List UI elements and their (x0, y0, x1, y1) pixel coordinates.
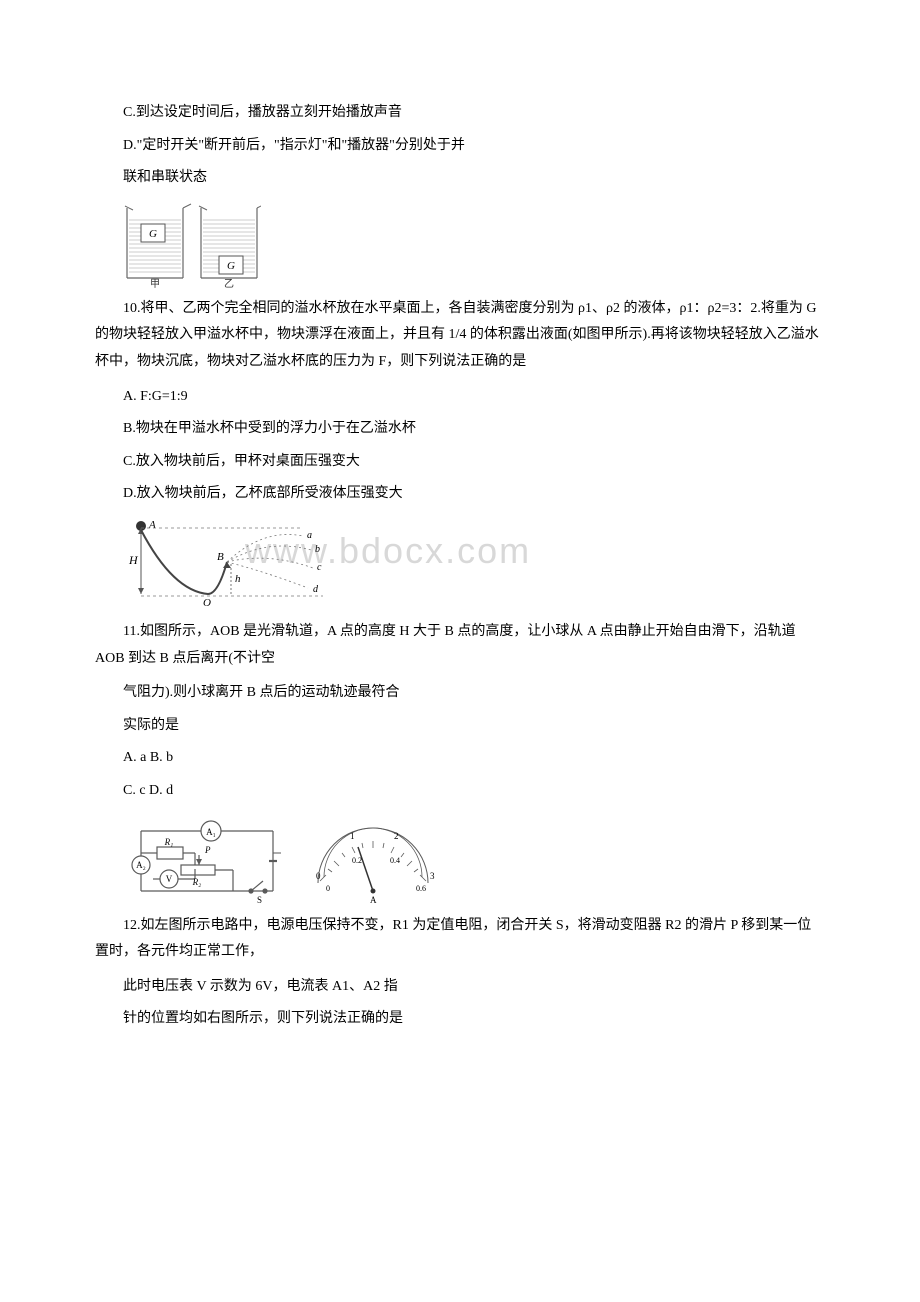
svg-text:乙: 乙 (224, 278, 234, 288)
svg-text:A: A (370, 895, 377, 905)
svg-text:0.2: 0.2 (352, 856, 362, 865)
q11-line2: 气阻力).则小球离开 B 点后的运动轨迹最符合 (95, 680, 825, 707)
svg-text:O: O (203, 597, 211, 609)
svg-text:G: G (149, 228, 157, 240)
svg-text:0.6: 0.6 (416, 884, 426, 893)
svg-text:R₂: R₂ (192, 877, 202, 887)
figure-circuit: A₁ A₂ V R₁ R₂ P S (123, 813, 825, 905)
svg-text:甲: 甲 (150, 279, 160, 288)
q9-option-d-line1: D."定时开关"断开前后，"指示灯"和"播放器"分别处于并 (95, 133, 825, 160)
svg-text:0.4: 0.4 (390, 856, 400, 865)
q12-line3: 针的位置均如右图所示，则下列说法正确的是 (95, 1006, 825, 1033)
figure-beakers: G 甲 (123, 200, 825, 288)
svg-text:c: c (317, 562, 322, 573)
q9-option-c: C.到达设定时间后，播放器立刻开始播放声音 (95, 100, 825, 127)
svg-text:B: B (217, 551, 224, 563)
figure-track: A H O B h (123, 516, 825, 611)
q10-stem: 10.将甲、乙两个完全相同的溢水杯放在水平桌面上，各自装满密度分别为 ρ1、ρ2… (95, 296, 825, 376)
svg-text:R₁: R₁ (164, 837, 174, 847)
svg-text:b: b (315, 544, 320, 555)
svg-text:3: 3 (430, 871, 435, 881)
q9-option-d-line2: 联和串联状态 (95, 165, 825, 192)
svg-text:A₂: A₂ (136, 860, 146, 870)
svg-text:V: V (166, 874, 173, 884)
svg-text:h: h (235, 573, 241, 585)
q10-option-a: A. F:G=1:9 (95, 384, 825, 411)
q10-option-c: C.放入物块前后，甲杯对桌面压强变大 (95, 449, 825, 476)
q11-line3: 实际的是 (95, 713, 825, 740)
svg-text:A: A (148, 519, 156, 531)
svg-text:d: d (313, 584, 319, 595)
svg-text:P: P (204, 845, 211, 855)
svg-text:a: a (307, 530, 312, 541)
svg-text:1: 1 (350, 831, 355, 841)
svg-text:0: 0 (326, 884, 330, 893)
svg-text:2: 2 (394, 831, 399, 841)
q10-option-b: B.物块在甲溢水杯中受到的浮力小于在乙溢水杯 (95, 416, 825, 443)
svg-text:H: H (128, 553, 139, 567)
svg-text:G: G (227, 260, 235, 272)
q12-stem: 12.如左图所示电路中，电源电压保持不变，R1 为定值电阻，闭合开关 S，将滑动… (95, 913, 825, 966)
svg-text:0: 0 (316, 871, 321, 881)
q11-stem: 11.如图所示，AOB 是光滑轨道，A 点的高度 H 大于 B 点的高度，让小球… (95, 619, 825, 672)
q11-option-ab: A. a B. b (95, 745, 825, 772)
q10-option-d: D.放入物块前后，乙杯底部所受液体压强变大 (95, 481, 825, 508)
q12-line2: 此时电压表 V 示数为 6V，电流表 A1、A2 指 (95, 974, 825, 1001)
svg-text:A₁: A₁ (206, 827, 216, 837)
svg-text:S: S (257, 895, 262, 905)
q11-option-cd: C. c D. d (95, 778, 825, 805)
